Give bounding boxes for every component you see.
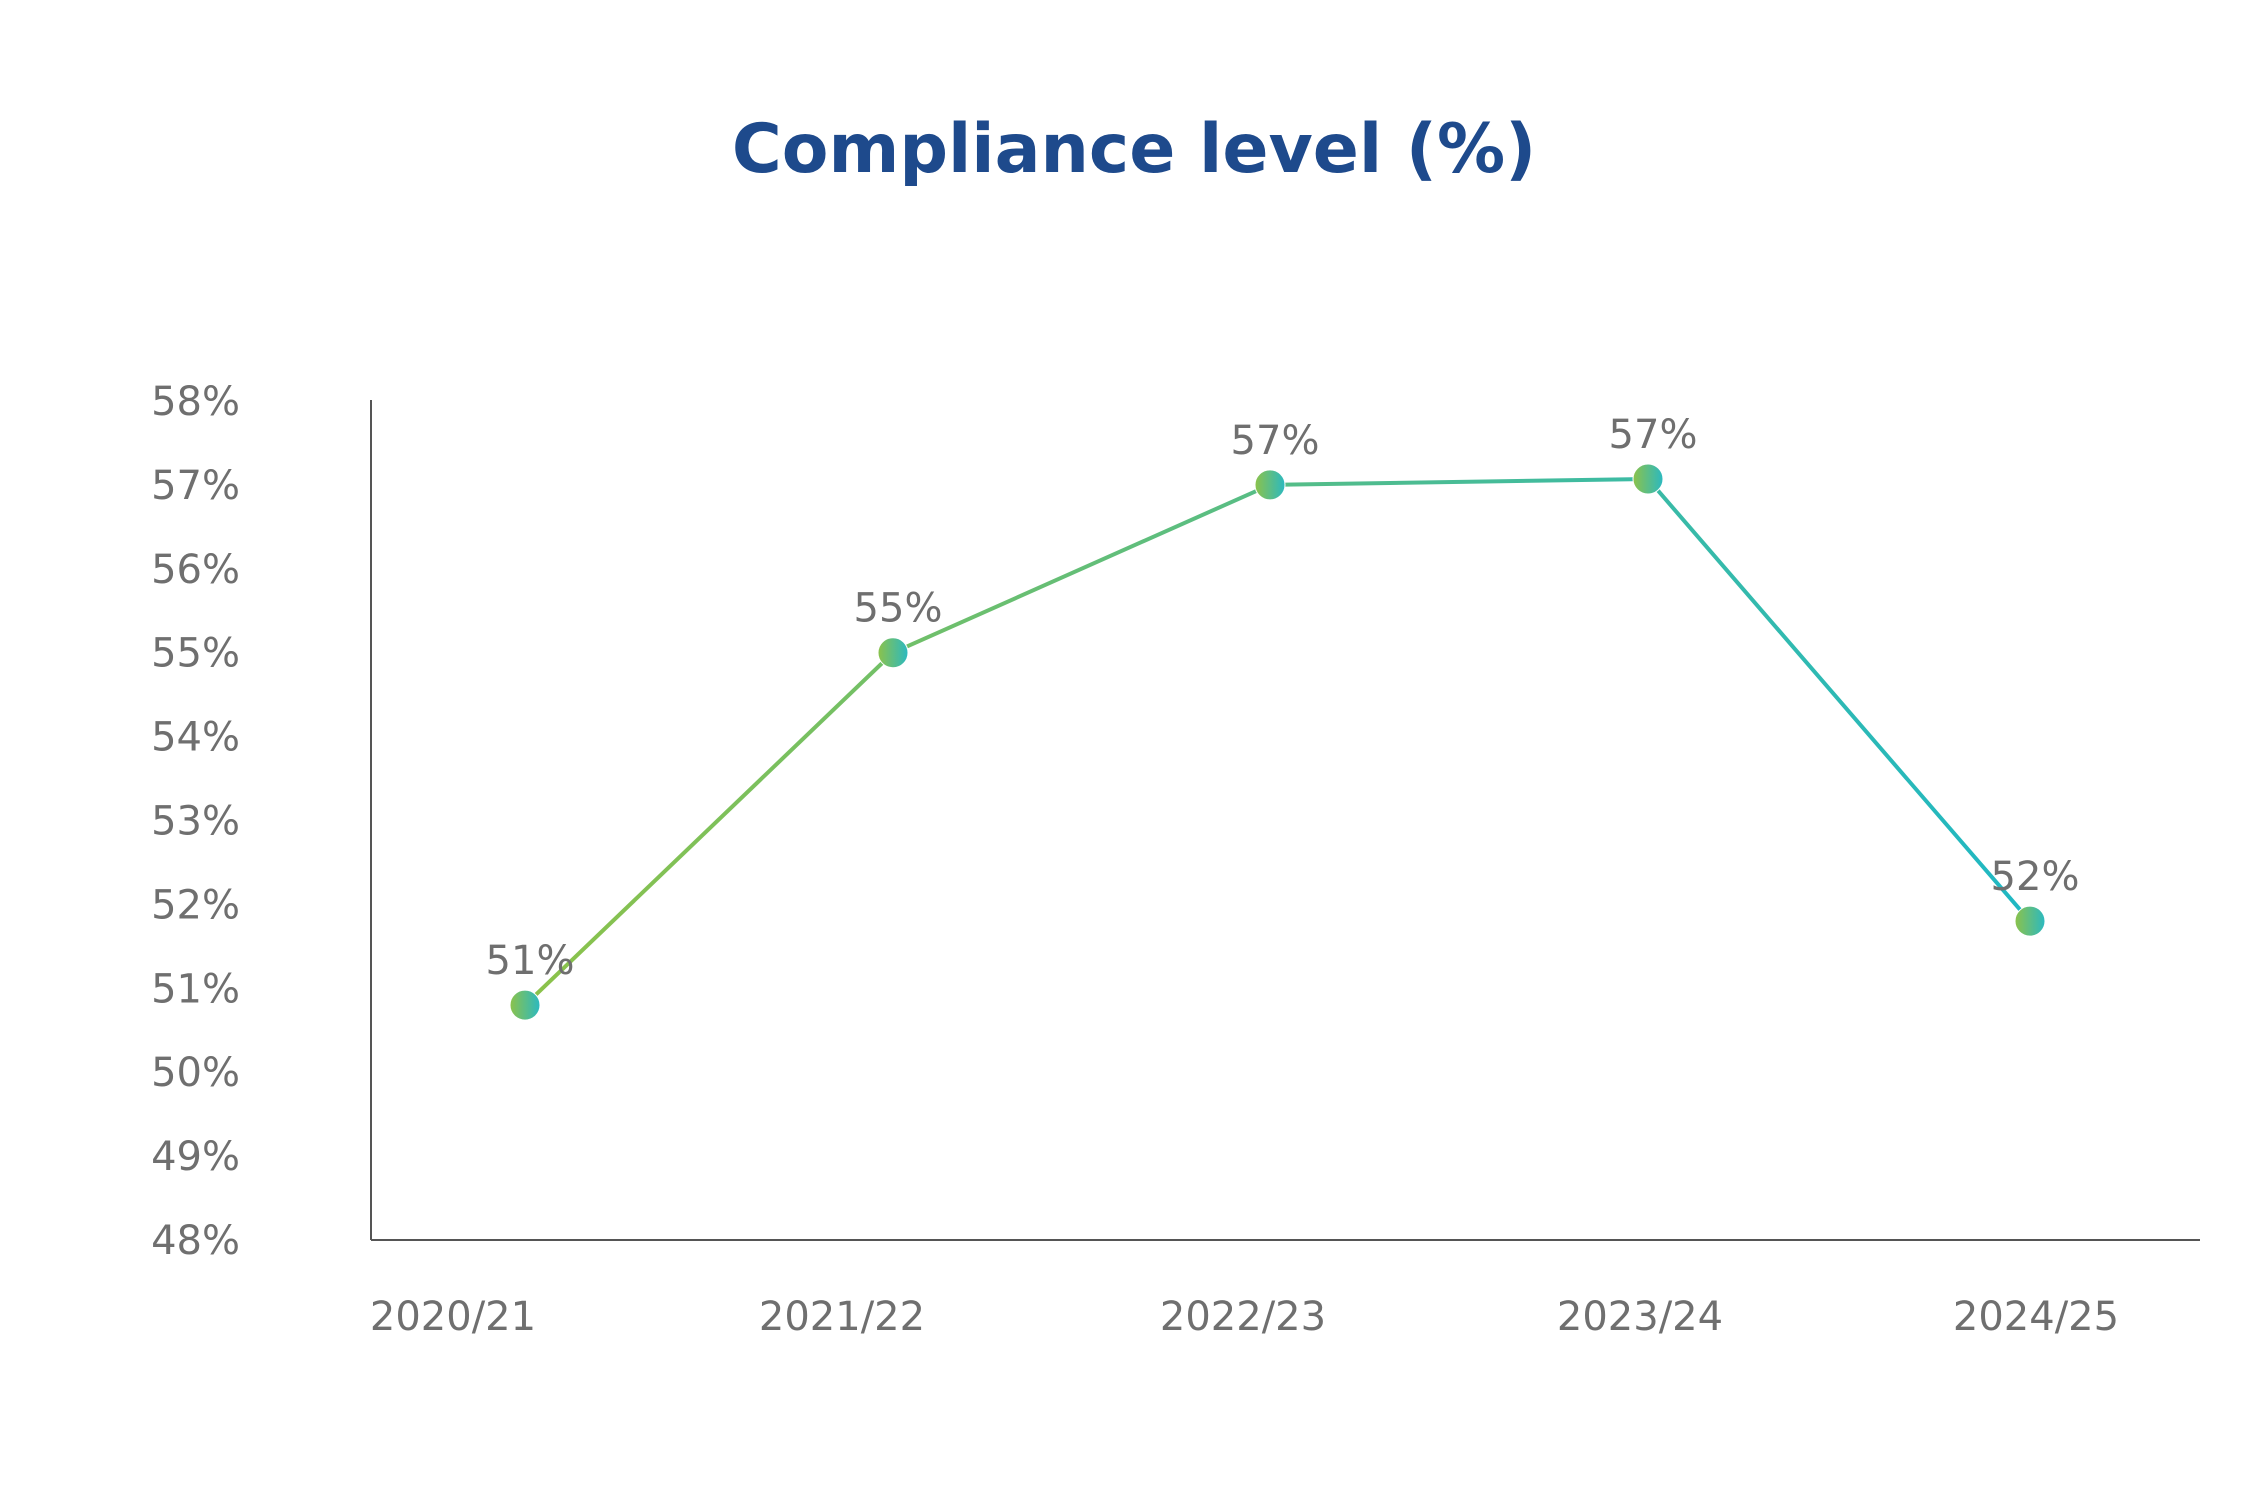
data-label: 52%: [1991, 854, 2080, 900]
y-tick-label: 55%: [151, 631, 240, 677]
chart-title: Compliance level (%): [732, 110, 1536, 189]
data-label: 55%: [854, 586, 943, 632]
y-tick-label: 49%: [151, 1134, 240, 1180]
series-line: [523, 477, 2032, 1008]
x-tick-label: 2023/24: [1557, 1294, 1723, 1340]
data-label: 57%: [1609, 412, 1698, 458]
y-tick-label: 58%: [151, 379, 240, 425]
data-point-marker: [877, 637, 909, 669]
y-tick-label: 50%: [151, 1050, 240, 1096]
data-point-marker: [1632, 463, 1664, 495]
data-point-marker: [2014, 905, 2046, 937]
y-tick-label: 57%: [151, 463, 240, 509]
x-tick-label: 2021/22: [759, 1294, 925, 1340]
y-tick-label: 54%: [151, 715, 240, 761]
y-tick-label: 51%: [151, 966, 240, 1012]
data-label: 51%: [486, 938, 575, 984]
x-tick-label: 2022/23: [1160, 1294, 1326, 1340]
x-axis-ticks: 2020/21 2021/22 2022/23 2023/24 2024/25: [370, 1294, 2119, 1340]
data-label: 57%: [1231, 418, 1320, 464]
y-tick-label: 56%: [151, 547, 240, 593]
y-tick-label: 52%: [151, 882, 240, 928]
y-tick-label: 53%: [151, 799, 240, 845]
data-point-marker: [1254, 469, 1286, 501]
data-labels: 51% 55% 57% 57% 52%: [486, 412, 2080, 984]
data-point-marker: [509, 989, 541, 1021]
x-tick-label: 2020/21: [370, 1294, 536, 1340]
x-tick-label: 2024/25: [1953, 1294, 2119, 1340]
y-axis-ticks: 48% 49% 50% 51% 52% 53% 54% 55% 56% 57% 58%: [151, 379, 240, 1264]
series-layer: [509, 463, 2046, 1021]
y-tick-label: 48%: [151, 1218, 240, 1264]
